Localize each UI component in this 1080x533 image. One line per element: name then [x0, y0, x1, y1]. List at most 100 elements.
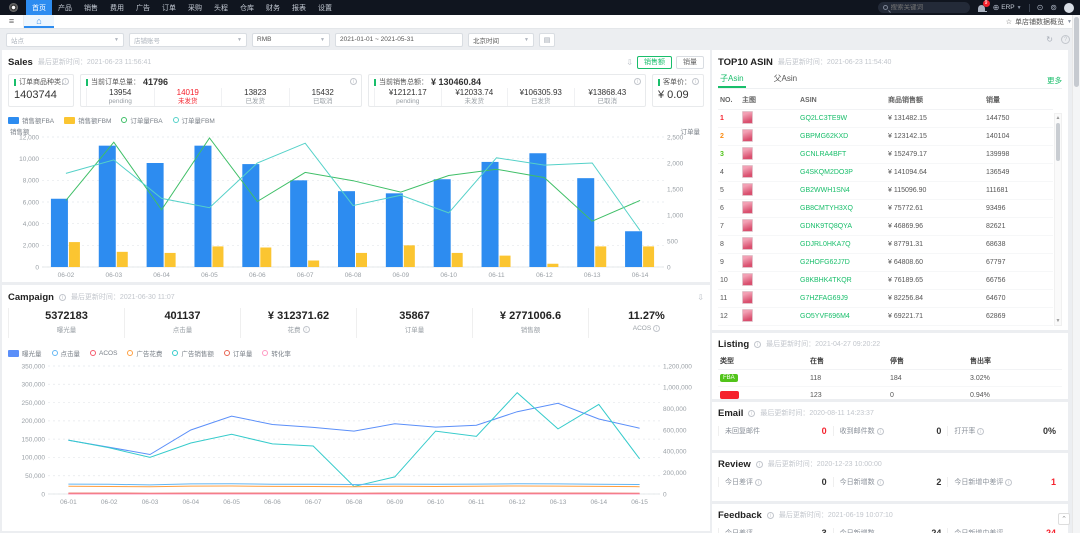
scrollbar-thumb[interactable] — [1074, 17, 1079, 87]
nav-menu-item[interactable]: 销售 — [84, 4, 98, 12]
legend-item[interactable]: 广告销售额 — [172, 348, 214, 358]
legend-item[interactable]: 转化率 — [262, 348, 291, 358]
support-icon[interactable]: ⊚ — [1050, 2, 1057, 12]
quick-view-select[interactable]: ☆ 单店铺数据概览 ▼ — [1005, 18, 1072, 26]
scroll-top-button[interactable]: ⌃ — [1058, 513, 1070, 525]
email-title: Email — [718, 407, 744, 419]
product-thumbnail[interactable] — [742, 291, 753, 304]
help-icon[interactable]: ? — [1061, 35, 1070, 44]
asin-tab[interactable]: 父Asin — [773, 74, 798, 83]
legend-item[interactable]: 销售额FBM — [64, 115, 111, 125]
table-scrollbar[interactable]: ▲ ▼ — [1054, 113, 1062, 326]
asin-link[interactable]: G7HZFAG69J9 — [800, 295, 848, 302]
download-icon[interactable]: ⇩ — [626, 57, 633, 67]
nav-menu-item[interactable]: 头程 — [214, 4, 228, 12]
save-filter-icon[interactable]: ▤ — [539, 32, 555, 47]
sales-metric-toggle[interactable]: 销量 — [676, 55, 704, 69]
nav-menu-item[interactable]: 财务 — [266, 4, 280, 12]
info-icon[interactable]: i — [876, 478, 884, 486]
asin-link[interactable]: GDJRL0HKA7Q — [800, 241, 851, 248]
nav-menu-item[interactable]: 报表 — [292, 4, 306, 12]
sales-metric-toggle[interactable]: 销售额 — [637, 55, 672, 69]
timezone-select[interactable]: 北京时间 ▼ — [468, 32, 534, 47]
date-range-picker[interactable]: 2021-01-01 ~ 2021-05-31 — [335, 32, 463, 47]
info-icon[interactable]: i — [766, 511, 774, 519]
history-icon[interactable]: ⊙ — [1036, 2, 1044, 12]
asin-link[interactable]: G2HOFG62J7D — [800, 259, 850, 266]
erp-switcher[interactable]: ⊕ ERP ▼ — [992, 2, 1022, 12]
nav-menu-item[interactable]: 订单 — [162, 4, 176, 12]
info-icon[interactable]: i — [62, 78, 69, 85]
product-thumbnail[interactable] — [742, 183, 753, 196]
asin-link[interactable]: GB2WWH1SN4 — [800, 187, 850, 194]
product-thumbnail[interactable] — [742, 255, 753, 268]
asin-link[interactable]: G4SKQM2DO3P — [800, 169, 853, 176]
nav-menu-item[interactable]: 设置 — [318, 4, 332, 12]
scrollbar-thumb[interactable] — [1056, 123, 1060, 161]
refresh-icon[interactable]: ↻ — [1046, 35, 1053, 44]
site-select[interactable]: 站点 ▼ — [6, 32, 124, 47]
legend-item[interactable]: 订单量FBM — [172, 115, 215, 125]
asin-link[interactable]: G8KBHK4TKQR — [800, 277, 852, 284]
info-icon[interactable]: i — [748, 409, 756, 417]
order-breakdown-cell: 14019 未发货 — [153, 88, 222, 107]
product-thumbnail[interactable] — [742, 129, 753, 142]
account-select[interactable]: 店铺账号 ▼ — [129, 32, 247, 47]
asin-link[interactable]: GB8CMTYH3XQ — [800, 205, 853, 212]
info-icon[interactable]: i — [350, 78, 357, 85]
product-thumbnail[interactable] — [742, 219, 753, 232]
asin-link[interactable]: GCNLRA4BFT — [800, 151, 847, 158]
product-thumbnail[interactable] — [742, 309, 753, 322]
page-scrollbar[interactable] — [1072, 15, 1080, 533]
currency-select[interactable]: RMB ▼ — [252, 32, 330, 47]
asin-link[interactable]: GDNK9TQ8QYA — [800, 223, 852, 230]
info-icon[interactable]: i — [302, 325, 310, 333]
product-thumbnail[interactable] — [742, 111, 753, 124]
asin-link[interactable]: GQ2LC3TE9W — [800, 115, 848, 122]
download-icon[interactable]: ⇩ — [697, 292, 704, 302]
asin-link[interactable]: GO5YVF696M4 — [800, 313, 850, 320]
global-search[interactable] — [877, 2, 970, 13]
info-icon[interactable]: i — [754, 340, 762, 348]
menu-collapse-icon[interactable]: ≡ — [0, 15, 24, 28]
product-thumbnail[interactable] — [742, 147, 753, 160]
scroll-up-icon[interactable]: ▲ — [1055, 115, 1061, 121]
more-link[interactable]: 更多 — [1047, 75, 1062, 85]
info-icon[interactable]: i — [58, 293, 66, 301]
product-thumbnail[interactable] — [742, 237, 753, 250]
info-icon[interactable]: i — [634, 78, 641, 85]
user-avatar[interactable] — [1064, 2, 1074, 13]
product-thumbnail[interactable] — [742, 273, 753, 286]
asin-table-row: 2 GBPMG62KXD ¥ 123142.15 140104 — [718, 127, 1053, 146]
nav-menu-item[interactable]: 首页 — [26, 0, 52, 15]
info-icon[interactable]: i — [692, 78, 699, 85]
nav-menu-item[interactable]: 仓库 — [240, 4, 254, 12]
notification-bell-icon[interactable]: 9 — [977, 0, 990, 12]
info-icon[interactable]: i — [755, 460, 763, 468]
legend-item[interactable]: 广告花费 — [127, 348, 162, 358]
search-input[interactable] — [890, 4, 963, 11]
info-icon[interactable]: i — [755, 478, 762, 486]
info-icon[interactable]: i — [977, 427, 985, 435]
legend-item[interactable]: 订单量 — [223, 348, 252, 358]
info-icon[interactable]: i — [653, 325, 661, 332]
legend-item[interactable]: 点击量 — [51, 348, 80, 358]
legend-item[interactable]: 订单量FBA — [121, 115, 163, 125]
nav-menu-item[interactable]: 广告 — [136, 4, 150, 12]
scroll-down-icon[interactable]: ▼ — [1055, 318, 1061, 324]
nav-menu-item[interactable]: 采购 — [188, 4, 202, 12]
product-thumbnail[interactable] — [742, 201, 753, 214]
legend-item[interactable]: 销售额FBA — [8, 115, 54, 125]
nav-menu-item[interactable]: 产品 — [58, 4, 72, 12]
asin-tab[interactable]: 子Asin — [718, 73, 746, 88]
legend-item[interactable]: 曝光量 — [8, 348, 42, 358]
product-thumbnail[interactable] — [742, 165, 753, 178]
info-icon[interactable]: i — [876, 427, 884, 435]
asin-link[interactable]: GBPMG62KXD — [800, 133, 849, 140]
legend-item[interactable]: ACOS — [90, 350, 117, 357]
listing-updated-time: 最后更新时间：2021-04-27 09:20:22 — [766, 341, 881, 348]
campaign-title: Campaign — [8, 291, 54, 303]
home-tab[interactable]: ⌂ — [24, 15, 54, 28]
nav-menu-item[interactable]: 费用 — [110, 4, 124, 12]
info-icon[interactable]: i — [1005, 478, 1013, 486]
